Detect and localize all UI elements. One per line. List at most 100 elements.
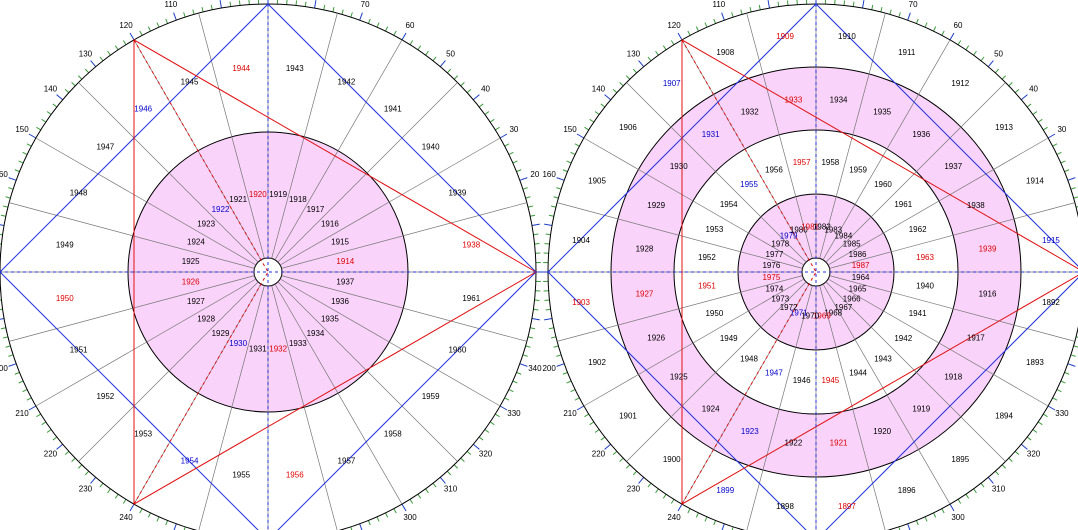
rim-tick (604, 443, 612, 450)
year-label: 1978 (771, 240, 789, 249)
rim-tick (604, 94, 612, 101)
radial-line (583, 278, 805, 407)
year-label: 1894 (995, 411, 1013, 420)
rim-tick (1047, 133, 1056, 139)
rim-tick (295, 0, 298, 6)
degree-label: 30 (509, 125, 518, 134)
degree-label: 130 (627, 50, 641, 59)
rim-tick (439, 60, 446, 68)
year-label: 1920 (873, 427, 891, 436)
year-label: 1923 (197, 220, 215, 229)
year-label: 1961 (894, 200, 912, 209)
degree-label: 300 (403, 513, 417, 522)
rim-tick (478, 436, 484, 441)
year-label: 1937 (944, 162, 962, 171)
degree-label: 330 (507, 409, 521, 418)
year-label: 1895 (951, 455, 969, 464)
radial-line (825, 281, 1006, 462)
rim-tick (594, 111, 600, 115)
rim-tick (1075, 206, 1078, 208)
rim-tick (401, 503, 407, 512)
rim-tick (957, 499, 962, 504)
rim-tick (376, 22, 380, 28)
rim-tick (965, 45, 970, 51)
year-label: 1925 (182, 257, 200, 266)
rim-tick (26, 143, 32, 147)
rim-tick (1073, 345, 1078, 348)
rim-tick (957, 40, 962, 45)
degree-label: 120 (667, 21, 681, 30)
rim-tick (0, 327, 6, 330)
rim-tick (147, 26, 151, 32)
rim-tick (852, 1, 855, 7)
rim-tick (165, 18, 169, 24)
rim-tick (965, 493, 970, 499)
rim-tick (499, 133, 508, 139)
year-label: 1947 (765, 369, 783, 378)
rim-tick (114, 493, 119, 499)
rim-tick (484, 429, 490, 433)
year-label: 1967 (834, 303, 852, 312)
year-label: 1897 (838, 502, 856, 511)
radial-line (822, 39, 951, 261)
rim-tick (425, 488, 429, 494)
rim-tick (446, 470, 452, 476)
rim-tick (14, 371, 20, 375)
rim-tick (376, 516, 380, 522)
rim-tick (924, 22, 928, 28)
rim-tick (570, 151, 576, 155)
rim-tick (907, 523, 911, 530)
rim-tick (548, 327, 554, 330)
rim-tick (527, 336, 534, 339)
rim-tick (393, 508, 397, 514)
year-label: 1906 (619, 123, 637, 132)
rim-tick (385, 512, 389, 518)
rim-tick (713, 520, 717, 526)
rim-tick (531, 318, 540, 321)
rim-tick (5, 345, 11, 348)
rim-tick (460, 81, 465, 87)
rim-tick (512, 380, 518, 384)
radial-line (746, 13, 813, 259)
year-label: 1909 (776, 32, 794, 41)
rim-tick (687, 508, 691, 514)
rim-tick (544, 242, 550, 245)
year-label: 1929 (212, 329, 230, 338)
rim-tick (1026, 103, 1032, 108)
rim-tick (973, 50, 977, 56)
rim-tick (519, 177, 528, 181)
rim-tick (52, 103, 58, 108)
year-label: 1930 (670, 162, 688, 171)
radial-line (827, 137, 1049, 266)
rim-tick (758, 4, 761, 10)
year-label: 1922 (785, 439, 803, 448)
year-label: 1945 (181, 78, 199, 87)
year-label: 1982 (813, 222, 831, 231)
rim-tick (550, 205, 557, 208)
year-label: 1911 (898, 48, 916, 57)
rim-tick (898, 12, 901, 18)
rim-tick (8, 187, 14, 190)
year-label: 1921 (830, 439, 848, 448)
rim-tick (687, 30, 691, 36)
degree-label: 240 (667, 513, 681, 522)
radial-line (583, 137, 805, 266)
rim-tick (721, 523, 725, 530)
rim-tick (453, 464, 459, 469)
rim-tick (574, 397, 580, 401)
rim-tick (880, 6, 883, 13)
degree-label: 70 (361, 0, 370, 9)
rim-tick (655, 488, 659, 494)
rim-tick (114, 45, 119, 51)
triangle-dash (681, 39, 817, 273)
rim-tick (941, 508, 945, 514)
year-label: 1950 (705, 309, 723, 318)
rim-tick (647, 56, 652, 62)
degree-label: 130 (79, 50, 93, 59)
rim-tick (0, 243, 2, 245)
rim-tick (1047, 405, 1056, 411)
rim-tick (489, 118, 495, 123)
rim-tick (466, 88, 472, 94)
rim-tick (530, 327, 536, 330)
rim-tick (1032, 429, 1038, 433)
